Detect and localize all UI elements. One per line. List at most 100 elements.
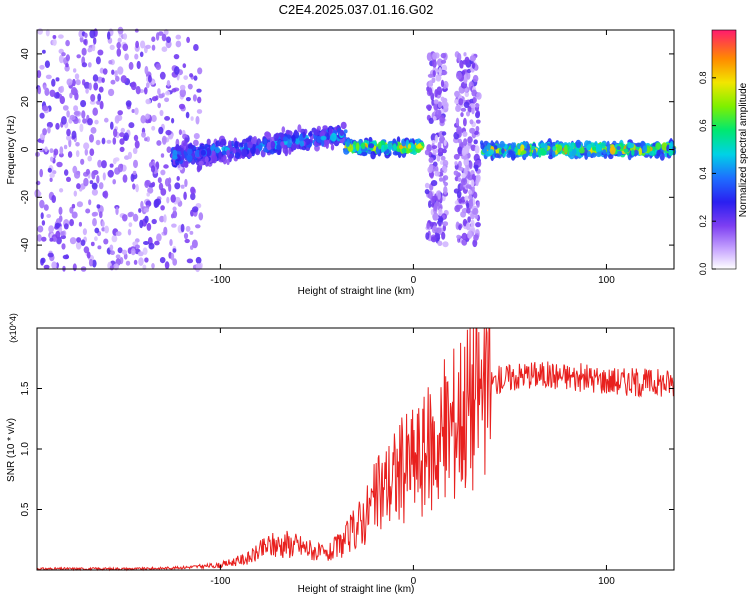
spectrogram-cell — [407, 144, 412, 149]
snr-panel: -100 0 100 0.5 1.0 1.5 Height of straight lin… — [6, 313, 675, 595]
spectrogram-cell — [117, 66, 124, 75]
spectrogram-cell — [196, 88, 202, 93]
spectrogram-cell — [432, 59, 437, 68]
spectrogram-cell — [79, 36, 84, 43]
spectrogram-cell — [53, 92, 60, 99]
spectrogram-cell — [297, 124, 302, 133]
spectrogram-y-tick-label: 0 — [20, 146, 31, 152]
spectrogram-cell — [138, 208, 142, 213]
spectrogram-cell — [69, 219, 74, 227]
spectrogram-cell — [49, 237, 54, 242]
spectrogram-cell — [226, 149, 230, 157]
spectrogram-cell — [166, 36, 171, 43]
spectrogram-cell — [436, 86, 443, 95]
spectrogram-cell — [190, 192, 196, 201]
spectrogram-cell — [426, 222, 430, 229]
spectrogram-cell — [241, 148, 248, 157]
spectrogram-cell — [458, 98, 464, 106]
spectrogram-cell — [291, 142, 297, 150]
spectrogram-cell — [36, 70, 42, 79]
spectrogram-cell — [68, 138, 72, 148]
spectrogram-cell — [104, 117, 109, 123]
spectrogram-cell — [144, 257, 149, 263]
spectrogram-cell — [392, 150, 399, 156]
spectrogram-cell — [440, 96, 445, 102]
spectrogram-cell — [438, 177, 444, 182]
spectrogram-cell — [466, 72, 471, 80]
spectrogram-cell — [117, 110, 123, 116]
colorbar-tick-label: 0.8 — [698, 72, 708, 85]
spectrogram-cell — [179, 88, 186, 98]
spectrogram-cell — [458, 204, 463, 209]
spectrogram-cell — [469, 161, 473, 169]
spectrogram-cell — [465, 222, 471, 231]
spectrogram-cell — [443, 139, 447, 146]
spectrogram-cell — [435, 227, 442, 234]
spectrogram-cell — [234, 152, 241, 159]
snr-y-tick-label: 1.0 — [20, 442, 31, 456]
spectrogram-cell — [339, 129, 345, 136]
spectrogram-cell — [107, 169, 114, 178]
spectrogram-cell — [59, 152, 64, 158]
spectrogram-cell — [54, 222, 61, 229]
spectrogram-cell — [191, 239, 198, 249]
spectrogram-cell — [442, 175, 446, 184]
spectrogram-cell — [92, 259, 97, 268]
spectrogram-cell — [103, 238, 109, 245]
spectrogram-cell — [159, 215, 165, 223]
spectrogram-cell — [65, 254, 69, 259]
spectrogram-cell — [50, 156, 54, 162]
spectrogram-cell — [94, 236, 98, 242]
spectrogram-cell — [66, 176, 71, 182]
spectrogram-cell — [469, 127, 476, 134]
spectrogram-cell — [475, 222, 481, 228]
spectrogram-cell — [592, 146, 597, 151]
spectrogram-cell — [111, 69, 115, 75]
spectrogram-cell — [346, 138, 350, 147]
spectrogram-cell — [140, 40, 146, 49]
spectrogram-cell — [122, 43, 129, 52]
spectrogram-cell — [145, 179, 151, 186]
spectrogram-cell — [470, 219, 475, 228]
spectrogram-cell — [432, 52, 438, 60]
spectrogram-cell — [468, 189, 473, 195]
spectrogram-cell — [127, 151, 132, 160]
spectrogram-cell — [187, 148, 193, 155]
spectrogram-cell — [63, 223, 69, 230]
spectrogram-cell — [472, 74, 479, 83]
spectrogram-cell — [520, 144, 525, 153]
spectrogram-cell — [456, 71, 462, 80]
spectrogram-cell — [66, 128, 71, 137]
spectrogram-cell — [293, 129, 298, 136]
spectrogram-cell — [98, 86, 104, 93]
spectrogram-cell — [476, 92, 482, 100]
spectrogram-cell — [469, 119, 474, 125]
spectrogram-cell — [70, 87, 78, 96]
spectrogram-cell — [69, 237, 77, 245]
spectrogram-cell — [276, 144, 281, 151]
spectrogram-cell — [595, 151, 602, 158]
spectrogram-cell — [92, 43, 96, 52]
spectrogram-cell — [328, 126, 333, 134]
spectrogram-cell — [117, 247, 123, 254]
spectrogram-cell — [187, 83, 193, 90]
spectrogram-cell — [454, 90, 460, 98]
spectrogram-cell — [638, 147, 643, 156]
spectrogram-cell — [434, 170, 441, 177]
spectrogram-cell — [157, 177, 162, 184]
spectrogram-cell — [121, 249, 128, 255]
spectrogram-cell — [164, 97, 170, 103]
spectrogram-cell — [43, 264, 50, 270]
spectrogram-cell — [119, 138, 125, 145]
spectrogram-cell — [459, 183, 464, 191]
spectrogram-cell — [81, 47, 87, 56]
snr-multiplier-label: (x10^4) — [8, 313, 18, 343]
spectrogram-cell — [184, 178, 188, 188]
spectrogram-cell — [41, 105, 49, 112]
spectrogram-cell — [463, 101, 470, 109]
spectrogram-cell — [166, 146, 172, 153]
spectrogram-cell — [480, 142, 485, 150]
colorbar-tick-label: 0.0 — [698, 263, 708, 276]
spectrogram-cell — [358, 139, 362, 146]
spectrogram-cell — [460, 112, 464, 118]
